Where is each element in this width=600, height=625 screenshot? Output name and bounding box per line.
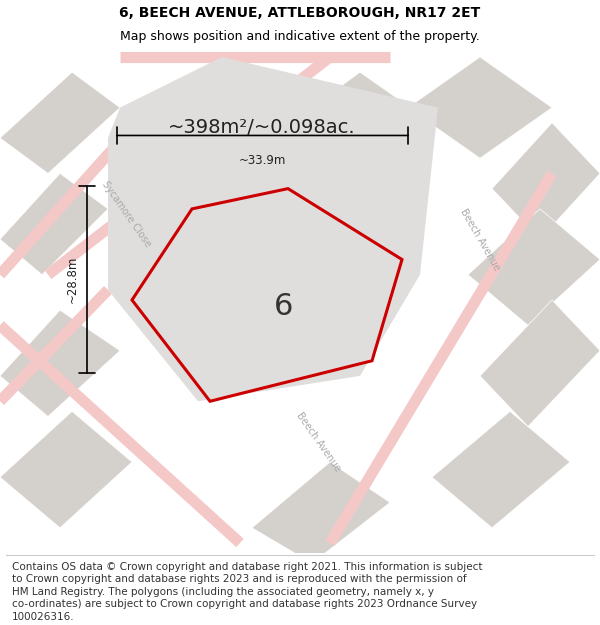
Text: 6, BEECH AVENUE, ATTLEBOROUGH, NR17 2ET: 6, BEECH AVENUE, ATTLEBOROUGH, NR17 2ET [119,6,481,20]
Polygon shape [468,209,600,325]
Polygon shape [408,57,552,158]
Text: Map shows position and indicative extent of the property.: Map shows position and indicative extent… [120,30,480,43]
Text: Contains OS data © Crown copyright and database right 2021. This information is : Contains OS data © Crown copyright and d… [12,562,482,572]
Polygon shape [108,57,438,401]
Text: 6: 6 [274,292,293,321]
Polygon shape [150,57,288,148]
Text: HM Land Registry. The polygons (including the associated geometry, namely x, y: HM Land Registry. The polygons (includin… [12,587,434,597]
Text: ~33.9m: ~33.9m [239,154,286,168]
Polygon shape [0,173,108,275]
Polygon shape [0,411,132,528]
Polygon shape [0,310,120,416]
Polygon shape [432,411,570,528]
Polygon shape [492,122,600,239]
Polygon shape [0,72,120,173]
Text: co-ordinates) are subject to Crown copyright and database rights 2023 Ordnance S: co-ordinates) are subject to Crown copyr… [12,599,477,609]
Text: 100026316.: 100026316. [12,612,74,622]
Text: Sycamore Close: Sycamore Close [100,179,152,249]
Text: to Crown copyright and database rights 2023 and is reproduced with the permissio: to Crown copyright and database rights 2… [12,574,467,584]
Text: ~28.8m: ~28.8m [65,256,79,303]
Text: Beech Avenue: Beech Avenue [294,411,342,473]
Polygon shape [270,72,432,189]
Text: Beech Avenue: Beech Avenue [458,206,502,272]
Text: ~398m²/~0.098ac.: ~398m²/~0.098ac. [168,118,356,138]
Polygon shape [480,300,600,426]
Polygon shape [252,462,390,563]
